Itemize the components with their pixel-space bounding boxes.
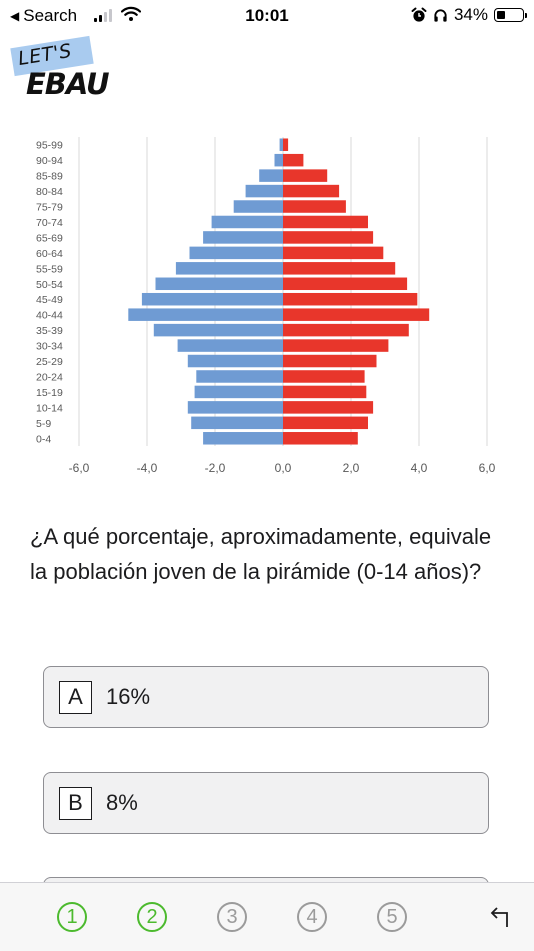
age-group-label: 75-79 (36, 202, 63, 214)
right-bar-5-9 (283, 416, 368, 430)
age-group-label: 15-19 (36, 387, 63, 399)
right-bar-70-74 (283, 215, 368, 229)
back-to-search-link[interactable]: ◀ Search (10, 6, 77, 26)
option-a-text: 16% (106, 684, 151, 709)
x-tick-label: 6,0 (479, 461, 496, 475)
left-bar-50-54 (155, 277, 283, 291)
right-bar-65-69 (283, 231, 374, 244)
age-group-label: 20-24 (36, 371, 63, 383)
right-bar-30-34 (283, 339, 389, 352)
age-group-label: 55-59 (36, 263, 63, 275)
alarm-clock-icon (411, 7, 427, 22)
back-triangle-icon: ◀ (10, 9, 20, 23)
option-b-button[interactable]: B 8% (43, 772, 489, 834)
clock-time: 10:01 (245, 6, 289, 25)
left-bar-90-94 (274, 153, 283, 167)
left-bar-95-99 (279, 138, 283, 151)
age-group-label: 90-94 (36, 155, 63, 167)
right-bar-50-54 (283, 277, 408, 291)
option-a-button[interactable]: A 16% (43, 666, 489, 728)
right-bar-35-39 (283, 323, 409, 337)
left-bar-80-84 (245, 184, 283, 198)
left-bar-0-4 (203, 432, 283, 445)
x-tick-label: 0,0 (275, 461, 292, 475)
age-group-label: 25-29 (36, 356, 63, 368)
question-text: ¿A qué porcentaje, aproximadamente, equi… (30, 524, 492, 584)
left-bar-5-9 (191, 416, 283, 430)
x-tick-label: -2,0 (205, 461, 226, 475)
right-bar-45-49 (283, 292, 418, 306)
logo-main-text: EBAU (26, 67, 110, 101)
right-bar-75-79 (283, 200, 346, 213)
age-group-label: 60-64 (36, 248, 63, 260)
right-bar-20-24 (283, 370, 365, 383)
left-bar-85-89 (259, 169, 283, 182)
right-bar-10-14 (283, 401, 374, 414)
headphones-icon (434, 8, 447, 22)
battery-percent: 34% (453, 5, 488, 24)
x-tick-label: 4,0 (411, 461, 428, 475)
x-tick-label: -6,0 (69, 461, 90, 475)
x-tick-label: -4,0 (137, 461, 158, 475)
age-group-label: 10-14 (36, 402, 63, 414)
left-bar-70-74 (211, 215, 283, 229)
step-3-indicator[interactable]: 3 (217, 902, 247, 932)
age-group-label: 5-9 (36, 418, 51, 430)
right-bar-40-44 (283, 308, 430, 321)
bottom-navigation: 1 2 3 4 5 (0, 882, 534, 951)
age-group-label: 85-89 (36, 171, 63, 183)
return-arrow-icon[interactable] (487, 903, 513, 929)
left-bar-75-79 (233, 200, 283, 213)
option-b-text: 8% (106, 790, 138, 815)
age-group-label: 30-34 (36, 341, 63, 353)
back-label: Search (23, 6, 78, 25)
age-group-label: 95-99 (36, 140, 63, 152)
left-bar-60-64 (189, 246, 283, 260)
age-group-label: 70-74 (36, 217, 63, 229)
right-bar-80-84 (283, 184, 340, 198)
left-bar-20-24 (196, 370, 283, 383)
left-bar-15-19 (194, 385, 283, 399)
right-bar-15-19 (283, 385, 367, 399)
left-bar-55-59 (175, 262, 283, 275)
step-1-indicator[interactable]: 1 (57, 902, 87, 932)
right-bar-25-29 (283, 354, 377, 368)
pyramid-svg: -6,0 -4,0 -2,0 0,0 2,0 4,0 6,0 95-99 90-94 85-89 8… (36, 137, 496, 475)
right-bar-85-89 (283, 169, 328, 182)
status-bar: ◀ Search 10:01 34% (0, 0, 534, 32)
cellular-signal-icon (94, 8, 112, 22)
lets-ebau-logo: LET'S EBAU (10, 35, 122, 101)
left-bar-45-49 (141, 292, 283, 306)
left-bar-65-69 (203, 231, 283, 244)
age-group-label: 45-49 (36, 294, 63, 306)
option-b-letter: B (59, 786, 92, 820)
option-a-letter: A (59, 680, 92, 714)
left-bar-35-39 (153, 323, 283, 337)
age-group-label: 80-84 (36, 186, 63, 198)
age-group-label: 0-4 (36, 433, 51, 445)
left-bar-10-14 (187, 401, 283, 414)
wifi-icon (121, 6, 141, 21)
right-bar-0-4 (283, 432, 358, 445)
age-group-label: 35-39 (36, 325, 63, 337)
left-bar-25-29 (187, 354, 283, 368)
right-bar-95-99 (283, 138, 289, 151)
right-bar-60-64 (283, 246, 384, 260)
right-bar-90-94 (283, 153, 304, 167)
x-tick-label: 2,0 (343, 461, 360, 475)
battery-icon (494, 8, 527, 22)
age-group-label: 65-69 (36, 232, 63, 244)
step-4-indicator[interactable]: 4 (297, 902, 327, 932)
left-bar-40-44 (128, 308, 283, 321)
left-bar-30-34 (177, 339, 283, 352)
step-5-indicator[interactable]: 5 (377, 902, 407, 932)
age-group-label: 50-54 (36, 279, 63, 291)
right-bar-55-59 (283, 262, 396, 275)
age-group-label: 40-44 (36, 310, 63, 322)
step-2-indicator[interactable]: 2 (137, 902, 167, 932)
population-pyramid-chart: -6,0 -4,0 -2,0 0,0 2,0 4,0 6,0 95-99 90-94 85-89 8… (0, 130, 534, 490)
